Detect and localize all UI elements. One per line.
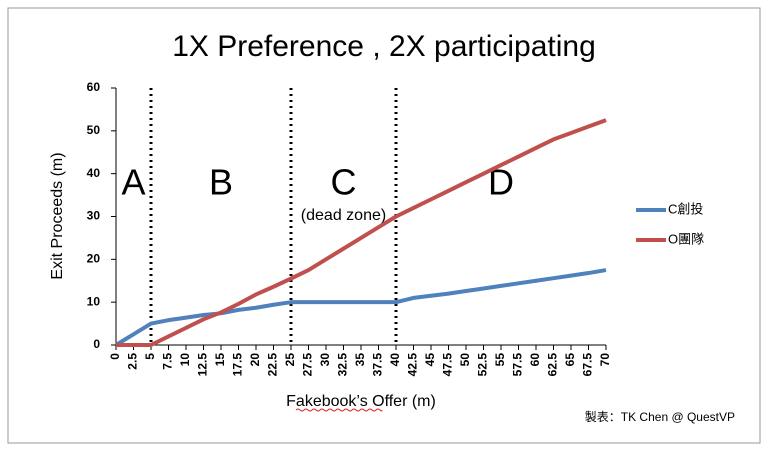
y-tick-label: 40 bbox=[87, 166, 101, 180]
x-axis-label: Fakebook’s Offer (m) bbox=[286, 393, 436, 410]
x-tick-label: 27.5 bbox=[301, 353, 315, 377]
x-tick-label: 17.5 bbox=[231, 353, 245, 377]
spell-underline bbox=[295, 408, 383, 412]
x-tick-label: 50 bbox=[458, 353, 472, 367]
x-tick-label: 22.5 bbox=[266, 353, 280, 377]
y-tick-label: 60 bbox=[87, 80, 101, 94]
x-tick-label: 47.5 bbox=[441, 353, 455, 377]
series-line bbox=[116, 118, 607, 347]
x-tick-label: 12.5 bbox=[196, 353, 210, 377]
x-tick-label: 35 bbox=[353, 353, 367, 367]
x-tick-label: 30 bbox=[318, 353, 332, 367]
x-tick-label: 0 bbox=[108, 353, 122, 360]
series-line bbox=[114, 268, 607, 347]
y-tick-label: 50 bbox=[87, 123, 101, 137]
x-tick-label: 32.5 bbox=[336, 353, 350, 377]
x-tick-label: 5 bbox=[143, 353, 157, 360]
y-tick-label: 20 bbox=[87, 252, 101, 266]
x-tick-label: 60 bbox=[528, 353, 542, 367]
region-label: B bbox=[209, 162, 233, 203]
x-tick-label: 25 bbox=[283, 353, 297, 367]
y-tick-label: 30 bbox=[87, 209, 101, 223]
x-tick-label: 2.5 bbox=[126, 353, 140, 370]
x-tick-label: 45 bbox=[423, 353, 437, 367]
x-tick-label: 65 bbox=[563, 353, 577, 367]
x-tick-label: 10 bbox=[178, 353, 192, 367]
x-tick-label: 55 bbox=[493, 353, 507, 367]
y-tick-label: 10 bbox=[87, 294, 101, 308]
y-axis-label: Exit Proceeds (m) bbox=[49, 152, 66, 279]
chart-title: 1X Preference , 2X participating bbox=[172, 30, 596, 63]
x-tick-label: 52.5 bbox=[476, 353, 490, 377]
x-tick-label: 42.5 bbox=[406, 353, 420, 377]
x-tick-label: 15 bbox=[213, 353, 227, 367]
x-tick-label: 20 bbox=[248, 353, 262, 367]
x-tick-label: 37.5 bbox=[371, 353, 385, 377]
region-label: C bbox=[331, 162, 357, 203]
dead-zone: (dead zone) bbox=[301, 207, 386, 224]
x-tick-label: 70 bbox=[598, 353, 612, 367]
y-tick-label: 0 bbox=[93, 337, 100, 351]
x-tick-label: 40 bbox=[388, 353, 402, 367]
legend-label: C創投 bbox=[668, 201, 703, 216]
x-tick-label: 7.5 bbox=[161, 353, 175, 370]
x-tick-label: 57.5 bbox=[511, 353, 525, 377]
x-tick-label: 62.5 bbox=[546, 353, 560, 377]
credit: 製表：TK Chen @ QuestVP bbox=[585, 410, 735, 424]
legend-label: O團隊 bbox=[668, 231, 704, 246]
region-label: A bbox=[121, 162, 145, 203]
x-tick-label: 67.5 bbox=[581, 353, 595, 377]
